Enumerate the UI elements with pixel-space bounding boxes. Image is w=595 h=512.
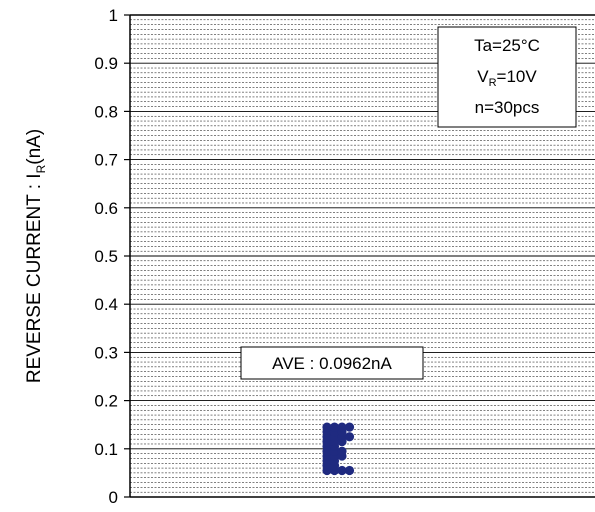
conditions-box [437, 26, 577, 128]
average-annotation: AVE : 0.0962nA [240, 346, 424, 380]
data-point [337, 422, 347, 432]
y-axis-title-subscript: R [34, 164, 48, 173]
y-tick-label: 0.7 [94, 151, 118, 170]
y-tick-label: 0.6 [94, 199, 118, 218]
condition-voltage-subscript: R [489, 77, 497, 89]
y-tick-label: 0.5 [94, 247, 118, 266]
conditions-legend: Ta=25°C VR=10V n=30pcs [437, 26, 577, 128]
y-tick-label: 0.9 [94, 54, 118, 73]
data-point [322, 422, 332, 432]
y-axis-title: REVERSE CURRENT : IR(nA) [24, 129, 48, 383]
data-point [337, 465, 347, 476]
data-points [322, 422, 355, 476]
data-point [344, 422, 355, 432]
y-tick-label: 0.3 [94, 343, 118, 362]
data-point [337, 446, 347, 456]
y-axis-ticks [124, 14, 130, 498]
y-tick-label: 0.2 [94, 392, 118, 411]
y-tick-label: 0.4 [94, 295, 118, 314]
y-tick-label: 0 [109, 488, 118, 507]
y-axis-tick-labels: 0 0.1 0.2 0.3 0.4 0.5 0.6 0.7 0.8 0.9 1 [94, 6, 118, 507]
condition-voltage: VR=10V [477, 67, 537, 89]
y-tick-label: 1 [109, 6, 118, 25]
condition-temperature: Ta=25°C [474, 36, 540, 55]
condition-sample-count: n=30pcs [475, 98, 540, 117]
data-point [344, 432, 355, 442]
y-tick-label: 0.1 [94, 440, 118, 459]
data-point [344, 465, 355, 476]
average-label: AVE : 0.0962nA [272, 354, 392, 373]
y-tick-label: 0.8 [94, 102, 118, 121]
minor-gridlines [130, 19, 595, 493]
average-box [240, 346, 424, 380]
data-point [329, 422, 340, 432]
